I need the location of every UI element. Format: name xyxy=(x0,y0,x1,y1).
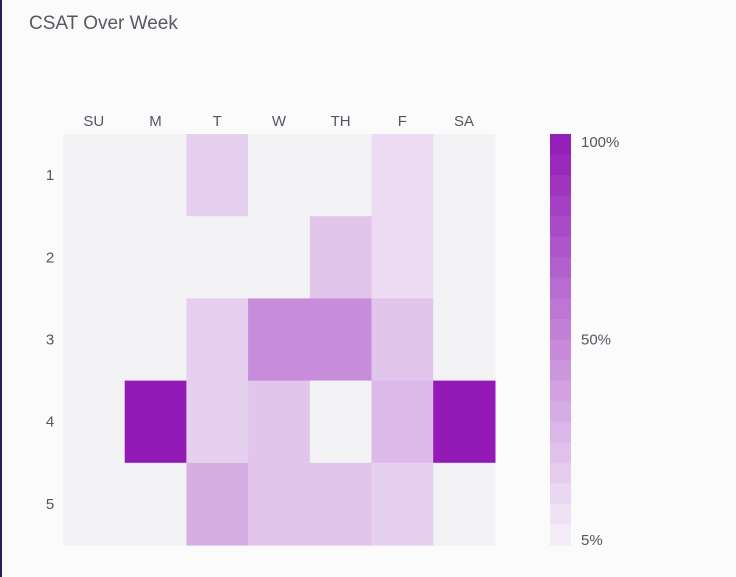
heatmap-cell xyxy=(186,134,249,217)
heatmap-cell xyxy=(309,380,373,464)
heatmap-cell xyxy=(63,216,126,299)
heatmap-cell xyxy=(124,134,187,217)
heatmap-cell xyxy=(433,380,496,464)
legend-swatch xyxy=(550,524,571,546)
legend-swatch xyxy=(550,339,571,361)
heatmap-cell xyxy=(309,134,373,217)
heatmap-cell xyxy=(309,298,373,382)
heatmap-cell xyxy=(433,298,496,382)
x-axis-ticks: SU M T W TH F SA xyxy=(83,113,474,130)
heatmap-cell xyxy=(63,380,126,464)
legend-label: 50% xyxy=(581,332,611,349)
legend-swatch xyxy=(550,216,571,238)
legend-swatch xyxy=(550,298,571,320)
heatmap-cell xyxy=(371,134,434,217)
legend-swatch xyxy=(550,318,571,340)
heatmap-cell xyxy=(433,216,496,299)
x-tick-label: W xyxy=(272,113,287,130)
heatmap-cell xyxy=(63,134,126,217)
heatmap-cell xyxy=(371,462,434,546)
legend-swatch xyxy=(550,134,571,156)
legend-swatch xyxy=(550,195,571,217)
y-tick-label: 3 xyxy=(46,332,54,349)
heatmap-cell xyxy=(248,216,311,299)
heatmap-cell xyxy=(433,462,496,546)
heatmap-cell xyxy=(309,462,373,546)
heatmap-cells xyxy=(63,134,496,546)
y-tick-label: 5 xyxy=(46,496,54,513)
heatmap-cell xyxy=(186,380,249,464)
heatmap-cell xyxy=(186,462,249,546)
x-tick-label: T xyxy=(213,113,222,130)
legend-swatch xyxy=(550,175,571,197)
legend-swatch xyxy=(550,483,571,505)
x-tick-label: TH xyxy=(331,113,351,130)
legend-swatch xyxy=(550,503,571,525)
x-tick-label: M xyxy=(149,113,162,130)
legend-swatch xyxy=(550,380,571,402)
heatmap-cell xyxy=(124,298,187,382)
heatmap-cell xyxy=(309,216,373,299)
legend-swatch xyxy=(550,421,571,443)
x-tick-label: SA xyxy=(454,113,474,130)
y-tick-label: 2 xyxy=(46,249,54,266)
chart-title: CSAT Over Week xyxy=(29,13,178,34)
y-tick-label: 1 xyxy=(46,167,54,184)
heatmap-cell xyxy=(63,298,126,382)
legend-swatch xyxy=(550,277,571,299)
heatmap-cell xyxy=(124,380,187,464)
heatmap-cell xyxy=(124,462,187,546)
heatmap-cell xyxy=(371,380,434,464)
legend-swatch xyxy=(550,236,571,258)
heatmap-cell xyxy=(248,380,311,464)
legend-swatch xyxy=(550,401,571,423)
heatmap-cell xyxy=(433,134,496,217)
legend-label: 5% xyxy=(581,532,603,549)
legend-swatch xyxy=(550,360,571,382)
legend-swatch xyxy=(550,154,571,176)
heatmap-cell xyxy=(371,216,434,299)
heatmap-cell xyxy=(248,298,311,382)
heatmap-cell xyxy=(124,216,187,299)
legend-swatch xyxy=(550,442,571,464)
y-tick-label: 4 xyxy=(46,414,54,431)
heatmap-cell xyxy=(371,298,434,382)
legend-swatch xyxy=(550,257,571,279)
x-tick-label: SU xyxy=(83,113,104,130)
heatmap-cell xyxy=(63,462,126,546)
y-axis-ticks: 1 2 3 4 5 xyxy=(46,167,54,513)
color-legend: 100% 50% 5% xyxy=(550,134,619,549)
heatmap-cell xyxy=(186,298,249,382)
x-tick-label: F xyxy=(398,113,407,130)
heatmap-cell xyxy=(248,462,311,546)
heatmap-cell xyxy=(248,134,311,217)
heatmap-cell xyxy=(186,216,249,299)
legend-swatch xyxy=(550,462,571,484)
legend-label: 100% xyxy=(581,134,619,151)
